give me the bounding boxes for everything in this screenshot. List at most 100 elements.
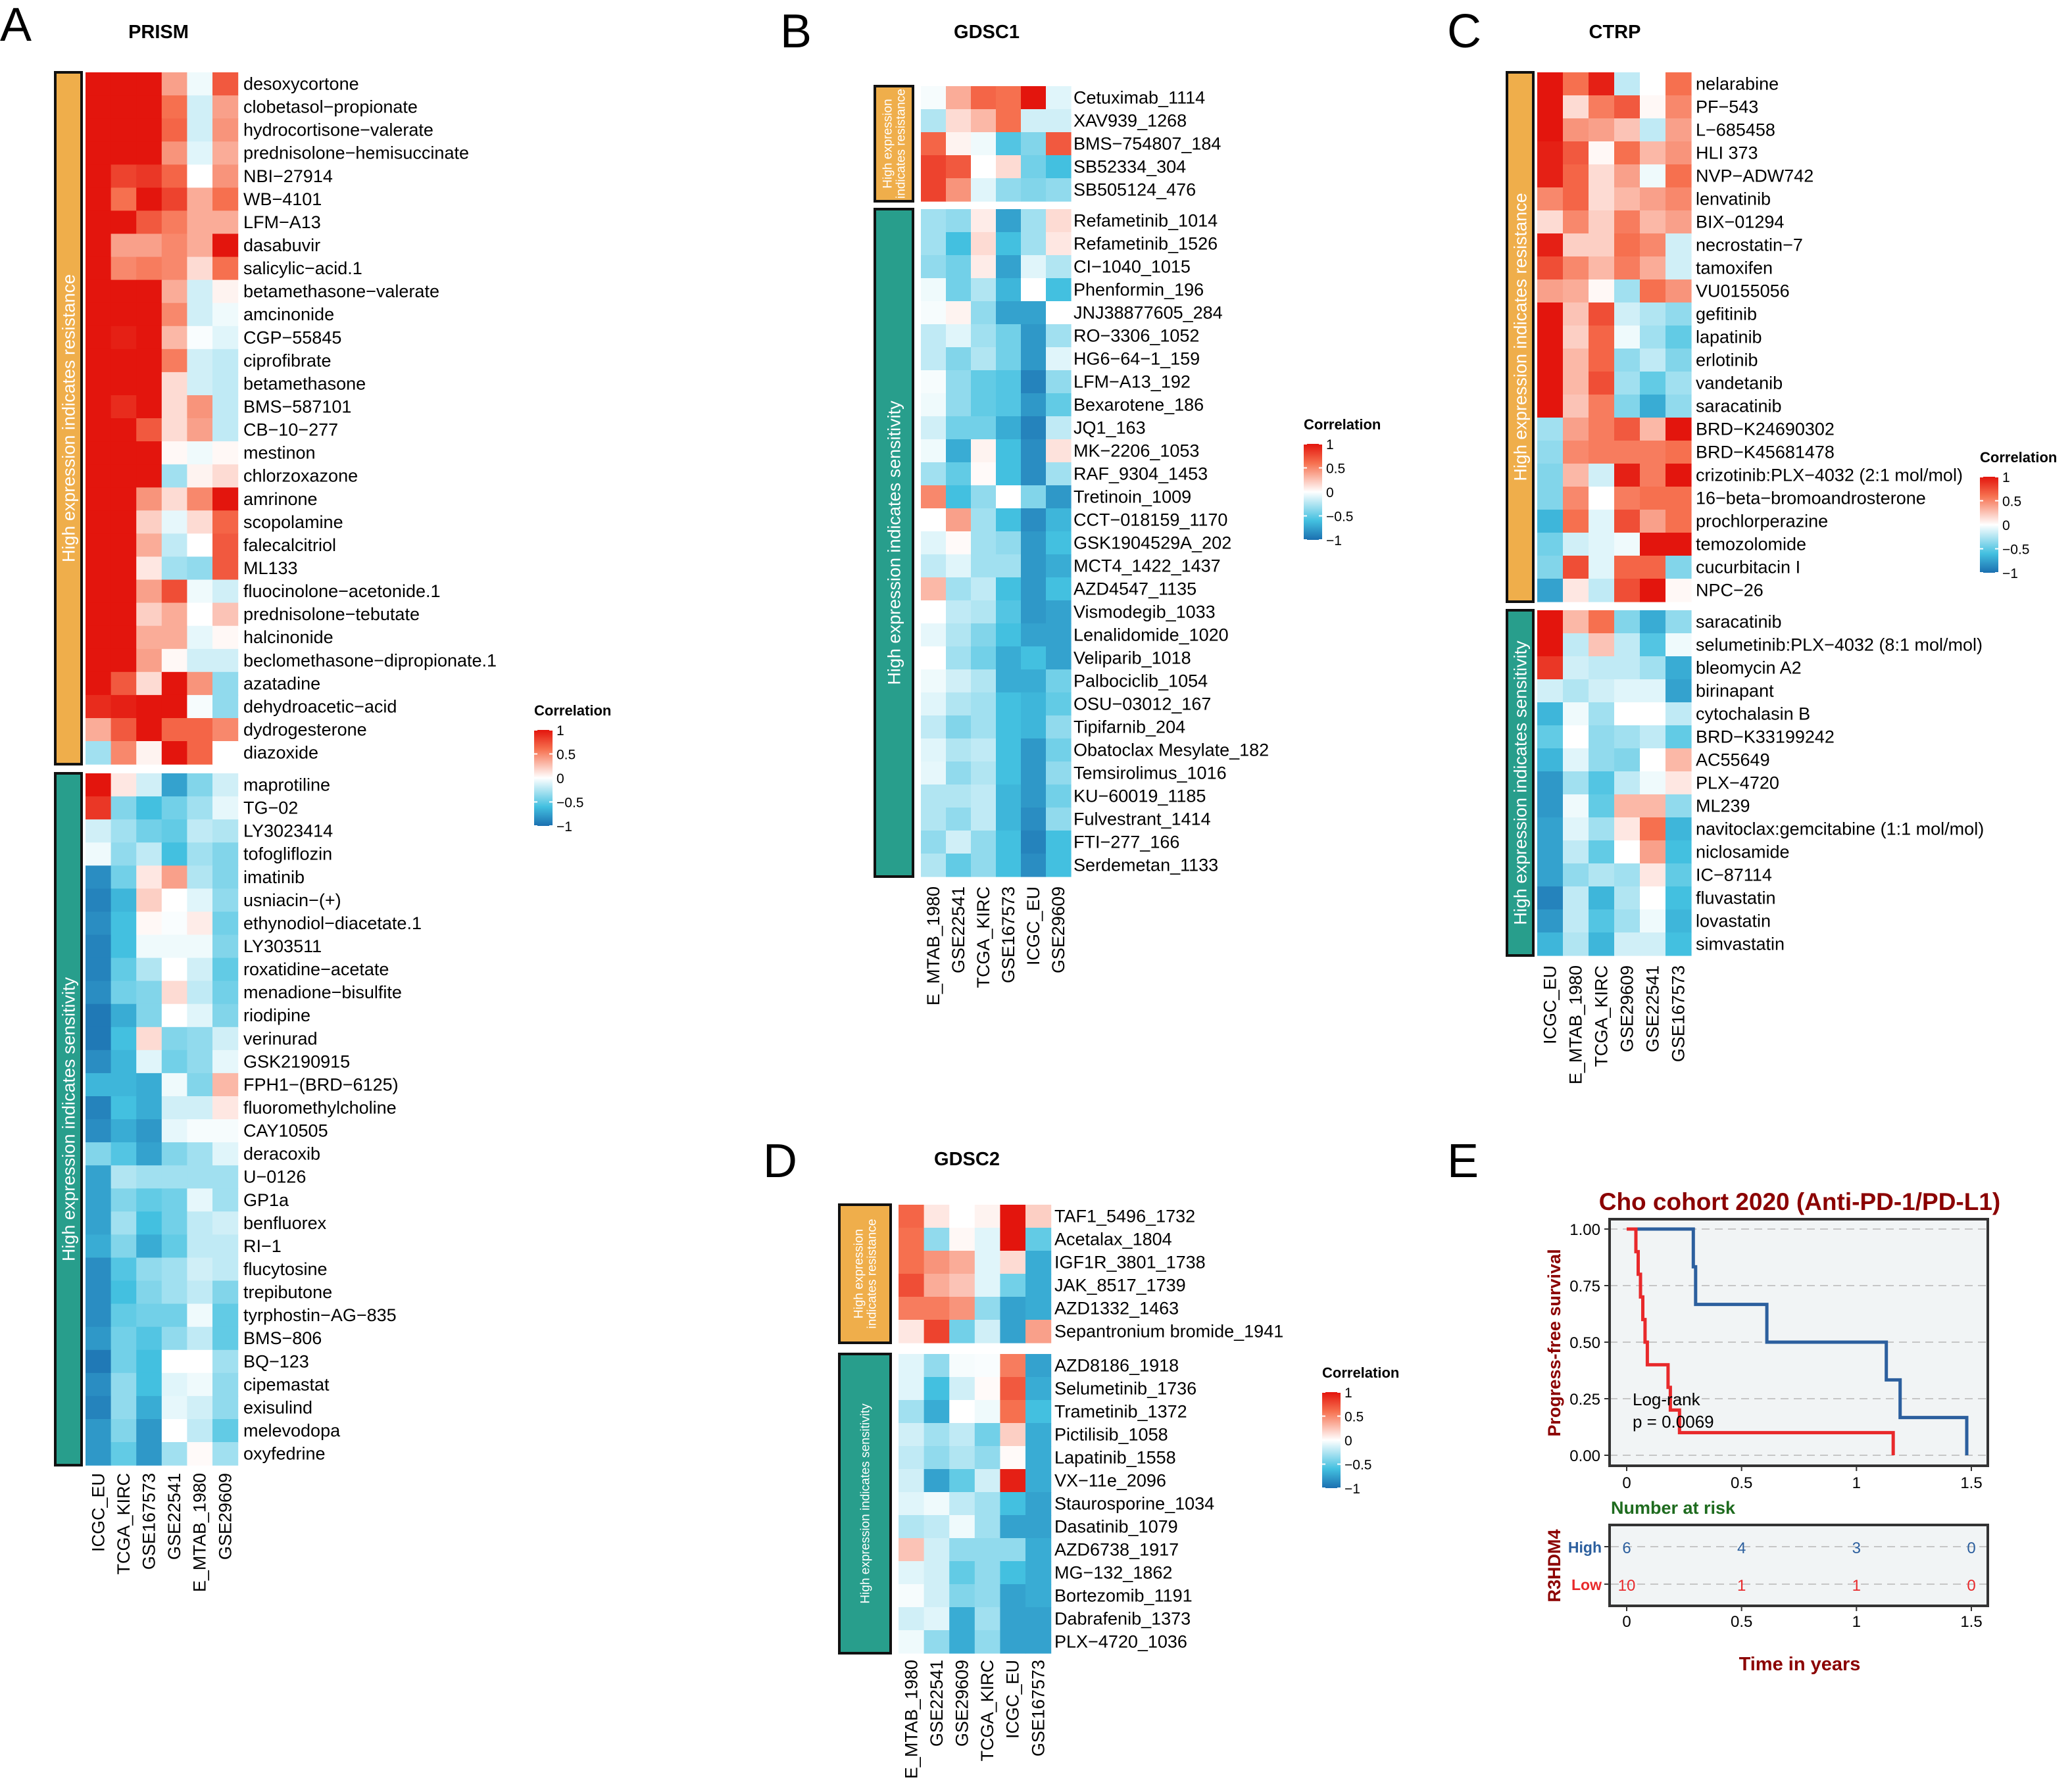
heatmap-cell: [1589, 210, 1615, 234]
heatmap-cell: [1021, 370, 1047, 394]
heatmap-cell: [1021, 132, 1047, 156]
heatmap-cell: [86, 671, 112, 696]
heatmap-cell: [921, 785, 947, 808]
heatmap-cell: [212, 349, 239, 373]
heatmap-cell: [187, 1050, 213, 1074]
heatmap-cell: [212, 1372, 239, 1397]
heatmap-cell: [86, 625, 112, 650]
heatmap-cell: [161, 842, 187, 866]
heatmap-cell: [111, 1395, 137, 1420]
heatmap-cell: [1537, 610, 1564, 634]
drug-label: Pictilisib_1058: [1054, 1425, 1168, 1445]
heatmap-cell: [1589, 886, 1615, 910]
column-label: E_MTAB_1980: [1566, 965, 1586, 1084]
heatmap-cell: [946, 554, 972, 578]
heatmap-cell: [111, 625, 137, 650]
heatmap-cell: [212, 95, 239, 119]
heatmap-cell: [111, 487, 137, 511]
heatmap-cell: [1589, 510, 1615, 533]
heatmap-cell: [971, 669, 997, 693]
drug-label: prednisolone−tebutate: [243, 604, 420, 624]
heatmap-cell: [111, 819, 137, 843]
heatmap-cell: [111, 279, 137, 304]
column-label: E_MTAB_1980: [190, 1473, 210, 1592]
heatmap-cell: [111, 1027, 137, 1051]
heatmap-cell: [949, 1492, 975, 1516]
heatmap-cell: [1046, 785, 1072, 808]
drug-label: SB505124_476: [1073, 180, 1196, 200]
column-label: ICGC_EU: [1541, 965, 1560, 1044]
panel-title: GDSC2: [934, 1149, 1000, 1170]
heatmap-cell: [921, 232, 947, 256]
heatmap-cell: [996, 831, 1022, 854]
heatmap-cell: [136, 1119, 162, 1143]
heatmap-cell: [1025, 1400, 1052, 1424]
heatmap-cell: [1665, 72, 1692, 96]
heatmap-cell: [1021, 738, 1047, 762]
heatmap-cell: [1046, 132, 1072, 156]
heatmap-cell: [1537, 771, 1564, 795]
heatmap-cell: [1046, 854, 1072, 877]
heatmap-cell: [921, 393, 947, 417]
drug-label: birinapant: [1696, 681, 1774, 701]
heatmap-cell: [1046, 692, 1072, 716]
resistance-annotation-bar: [1506, 71, 1535, 603]
heatmap-cell: [111, 1326, 137, 1351]
panel-title: GDSC1: [954, 22, 1020, 43]
heatmap-cell: [949, 1446, 975, 1470]
heatmap-cell: [949, 1515, 975, 1539]
heatmap-cell: [1665, 610, 1692, 634]
heatmap-cell: [946, 462, 972, 486]
heatmap-cell: [1589, 418, 1615, 441]
heatmap-cell: [1614, 556, 1640, 579]
drug-label: Lenalidomide_1020: [1073, 625, 1229, 645]
sensitivity-annotation-bar: [1506, 609, 1535, 957]
heatmap-cell: [1640, 932, 1666, 956]
heatmap-cell: [161, 1142, 187, 1166]
heatmap-cell: [136, 302, 162, 327]
heatmap-cell: [136, 349, 162, 373]
heatmap-cell: [1563, 656, 1589, 680]
drug-label: hydrocortisone−valerate: [243, 120, 433, 140]
heatmap-cell: [161, 796, 187, 820]
heatmap-cell: [1000, 1515, 1026, 1539]
heatmap-cell: [1665, 95, 1692, 119]
heatmap-cell: [212, 556, 239, 581]
heatmap-cell: [1563, 817, 1589, 841]
heatmap-cell: [212, 842, 239, 866]
heatmap-cell: [1025, 1492, 1052, 1516]
heatmap-cell: [1640, 556, 1666, 579]
legend-tick-label: 1: [1326, 437, 1334, 452]
legend-tick-label: −1: [2002, 566, 2018, 581]
heatmap-cell: [136, 980, 162, 1005]
heatmap-cell: [1563, 510, 1589, 533]
heatmap-cell: [974, 1251, 1000, 1274]
heatmap-cell: [136, 418, 162, 442]
risk-table-title: Number at risk: [1611, 1498, 1736, 1518]
drug-label: imatinib: [243, 867, 305, 887]
drug-label: maprotiline: [243, 775, 330, 795]
heatmap-cell: [187, 187, 213, 212]
heatmap-cell: [1046, 178, 1072, 202]
drug-label: dehydroacetic−acid: [243, 696, 397, 716]
heatmap-cell: [1614, 72, 1640, 96]
heatmap-cell: [1665, 118, 1692, 142]
heatmap-cell: [111, 1257, 137, 1282]
heatmap-cell: [161, 1395, 187, 1420]
heatmap-cell: [1021, 854, 1047, 877]
heatmap-cell: [1021, 692, 1047, 716]
drug-label: salicylic−acid.1: [243, 258, 362, 278]
heatmap-cell: [921, 416, 947, 440]
heatmap-cell: [971, 155, 997, 179]
heatmap-cell: [161, 1372, 187, 1397]
heatmap-cell: [996, 715, 1022, 739]
heatmap-cell: [899, 1630, 925, 1654]
heatmap-cell: [212, 718, 239, 742]
heatmap-cell: [212, 1003, 239, 1028]
heatmap-cell: [187, 602, 213, 627]
drug-label: Palbociclib_1054: [1073, 671, 1208, 691]
heatmap-cell: [946, 439, 972, 463]
legend-tick-label: −1: [556, 819, 572, 834]
column-label: GSE29609: [952, 1660, 972, 1747]
heatmap-cell: [899, 1377, 925, 1401]
